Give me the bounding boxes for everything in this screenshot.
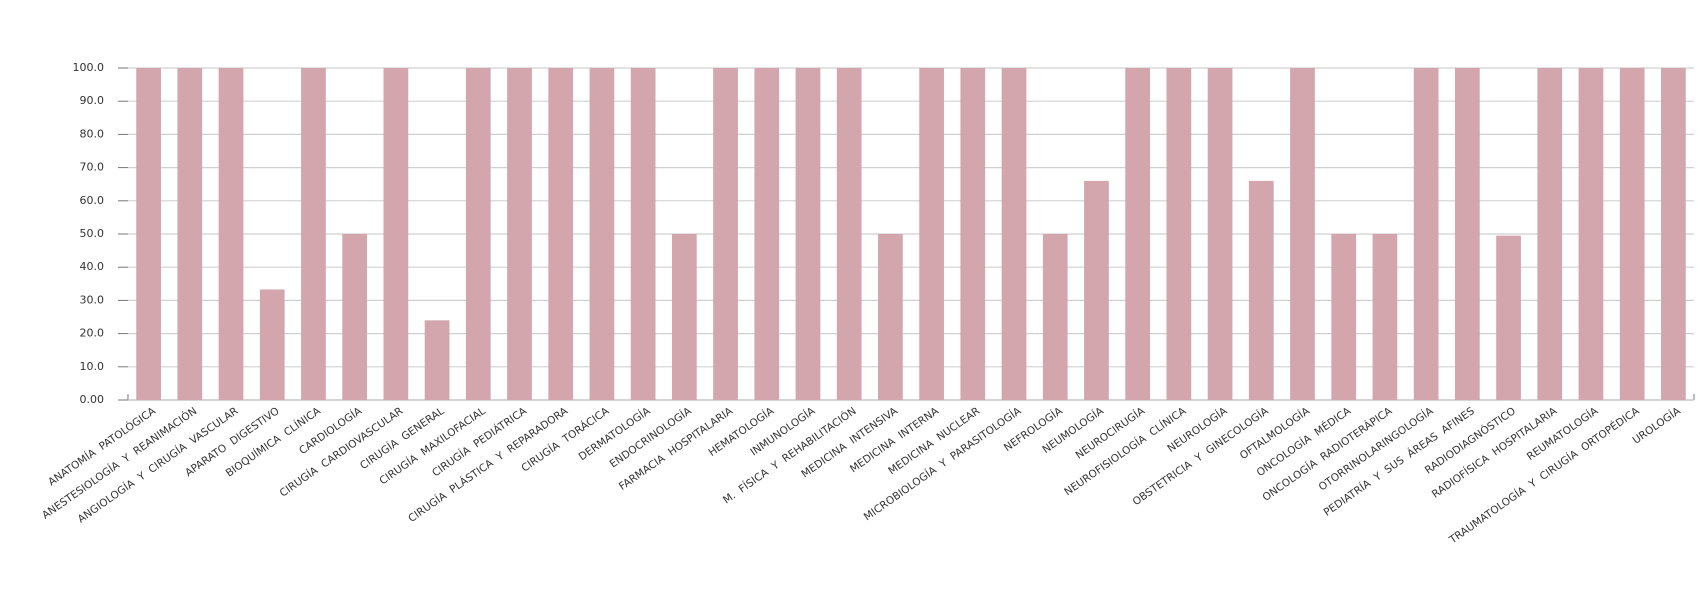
- bar: [1331, 234, 1357, 400]
- y-tick-label: 40.0: [80, 260, 105, 273]
- y-tick-label: 10.0: [80, 360, 105, 373]
- y-tick-label: 0.00: [80, 393, 105, 406]
- x-tick-label: REUMATOLOGÍA: [1524, 404, 1601, 463]
- bar: [1207, 68, 1233, 400]
- bar: [1413, 68, 1439, 400]
- x-tick-label: PEDIATRÍA Y SUS ÁREAS AFINES: [1321, 404, 1477, 519]
- bar: [836, 68, 862, 400]
- y-tick-label: 90.0: [80, 94, 105, 107]
- bar: [218, 68, 244, 400]
- bar: [177, 68, 203, 400]
- x-tick-label: NEUROCIRUGÍA: [1073, 404, 1148, 462]
- bar: [1372, 234, 1398, 400]
- bar: [1661, 68, 1686, 400]
- x-tick-label: DERMATOLOGÍA: [576, 404, 653, 463]
- bar: [1454, 68, 1480, 400]
- bar: [878, 234, 903, 400]
- bar: [713, 68, 738, 400]
- bar: [465, 68, 491, 400]
- bar: [507, 68, 532, 400]
- bar: [919, 68, 944, 400]
- bar: [1578, 68, 1604, 400]
- bar: [1619, 68, 1645, 400]
- bar: [795, 68, 821, 400]
- y-tick-label: 70.0: [80, 161, 105, 174]
- bar: [1166, 68, 1192, 400]
- bar: [1496, 235, 1521, 400]
- y-tick-label: 100.0: [73, 61, 105, 74]
- y-tick-label: 20.0: [80, 327, 105, 340]
- y-tick-label: 80.0: [80, 127, 105, 140]
- bar: [548, 68, 574, 400]
- x-tick-label: ANESTESIOLOGÍA Y REANIMACIÓN: [39, 404, 199, 521]
- bar: [424, 320, 450, 400]
- bar: [960, 68, 986, 400]
- bar: [1537, 68, 1563, 400]
- bar: [301, 68, 326, 400]
- bar: [383, 68, 409, 400]
- bar: [1084, 180, 1109, 400]
- bar: [342, 234, 368, 400]
- bar: [671, 234, 697, 400]
- bar: [630, 68, 656, 400]
- bar: [1248, 180, 1274, 400]
- bar: [1042, 234, 1068, 400]
- bar: [259, 289, 285, 400]
- bar: [589, 68, 615, 400]
- bar: [754, 68, 780, 400]
- bar: [1290, 68, 1315, 400]
- bar: [1001, 68, 1027, 400]
- y-tick-label: 30.0: [80, 293, 105, 306]
- bar: [136, 68, 161, 400]
- bar: [1125, 68, 1151, 400]
- y-tick-label: 60.0: [80, 194, 105, 207]
- x-tick-label: ANGIOLOGÍA Y CIRUGÍA VASCULAR: [75, 404, 240, 525]
- x-tick-label: OFTALMOLOGÍA: [1237, 404, 1312, 462]
- y-tick-label: 50.0: [80, 227, 105, 240]
